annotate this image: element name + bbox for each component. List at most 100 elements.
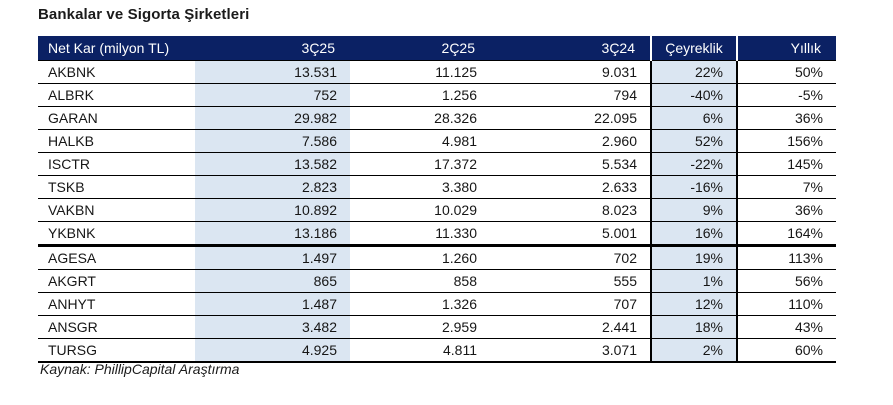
ticker-cell: TURSG: [38, 338, 195, 363]
value-2c25: 1.326: [350, 292, 490, 316]
value-2c25: 10.029: [350, 198, 490, 222]
value-yoy: 113%: [736, 244, 836, 270]
value-qoq: 19%: [650, 244, 737, 270]
value-qoq: 6%: [650, 106, 737, 130]
value-qoq: 2%: [650, 338, 737, 363]
ticker-cell: ISCTR: [38, 152, 195, 176]
header-ceyreklik: Çeyreklik: [650, 36, 737, 61]
value-qoq: -22%: [650, 152, 737, 176]
ticker-cell: HALKB: [38, 129, 195, 153]
table-row: AGESA 1.497 1.260 702 19% 113%: [38, 244, 836, 270]
value-2c25: 1.260: [350, 244, 490, 270]
ticker-cell: YKBNK: [38, 221, 195, 246]
value-3c25: 3.482: [195, 315, 350, 339]
ticker-cell: AKBNK: [38, 60, 195, 84]
header-3c24: 3Ç24: [490, 36, 651, 61]
value-2c25: 3.380: [350, 175, 490, 199]
table-header: Net Kar (milyon TL) 3Ç25 2Ç25 3Ç24 Çeyre…: [38, 36, 836, 61]
value-3c24: 794: [490, 83, 651, 107]
value-3c24: 555: [490, 269, 651, 293]
value-yoy: 36%: [736, 106, 836, 130]
header-row: Net Kar (milyon TL) 3Ç25 2Ç25 3Ç24 Çeyre…: [38, 36, 836, 61]
value-qoq: 18%: [650, 315, 737, 339]
value-3c25: 752: [195, 83, 350, 107]
value-3c25: 2.823: [195, 175, 350, 199]
value-3c24: 9.031: [490, 60, 651, 84]
value-yoy: 156%: [736, 129, 836, 153]
page-title: Bankalar ve Sigorta Şirketleri: [38, 6, 250, 23]
value-3c25: 29.982: [195, 106, 350, 130]
ticker-cell: ANHYT: [38, 292, 195, 316]
header-yillik: Yıllık: [736, 36, 836, 61]
value-3c24: 702: [490, 244, 651, 270]
table-row: TSKB 2.823 3.380 2.633 -16% 7%: [38, 175, 836, 199]
value-3c25: 1.487: [195, 292, 350, 316]
source-note: Kaynak: PhillipCapital Araştırma: [40, 361, 240, 377]
value-yoy: 110%: [736, 292, 836, 316]
table-row: AKBNK 13.531 11.125 9.031 22% 50%: [38, 60, 836, 84]
value-3c24: 8.023: [490, 198, 651, 222]
value-3c25: 10.892: [195, 198, 350, 222]
ticker-cell: ANSGR: [38, 315, 195, 339]
value-qoq: 22%: [650, 60, 737, 84]
table-row: GARAN 29.982 28.326 22.095 6% 36%: [38, 106, 836, 130]
ticker-cell: AGESA: [38, 244, 195, 270]
value-yoy: 145%: [736, 152, 836, 176]
value-qoq: 12%: [650, 292, 737, 316]
header-2c25: 2Ç25: [350, 36, 490, 61]
value-qoq: -40%: [650, 83, 737, 107]
table-body: AKBNK 13.531 11.125 9.031 22% 50% ALBRK 752 1.25…: [38, 60, 836, 363]
value-3c24: 3.071: [490, 338, 651, 363]
value-3c24: 22.095: [490, 106, 651, 130]
value-qoq: 9%: [650, 198, 737, 222]
value-qoq: 16%: [650, 221, 737, 246]
value-2c25: 4.811: [350, 338, 490, 363]
table-row: ISCTR 13.582 17.372 5.534 -22% 145%: [38, 152, 836, 176]
value-3c24: 2.633: [490, 175, 651, 199]
value-yoy: -5%: [736, 83, 836, 107]
value-2c25: 17.372: [350, 152, 490, 176]
value-yoy: 56%: [736, 269, 836, 293]
value-yoy: 60%: [736, 338, 836, 363]
value-3c25: 7.586: [195, 129, 350, 153]
ticker-cell: AKGRT: [38, 269, 195, 293]
value-3c25: 4.925: [195, 338, 350, 363]
ticker-cell: VAKBN: [38, 198, 195, 222]
value-2c25: 11.330: [350, 221, 490, 246]
value-2c25: 858: [350, 269, 490, 293]
value-2c25: 4.981: [350, 129, 490, 153]
value-3c24: 2.441: [490, 315, 651, 339]
table-row: ALBRK 752 1.256 794 -40% -5%: [38, 83, 836, 107]
table-row: HALKB 7.586 4.981 2.960 52% 156%: [38, 129, 836, 153]
value-yoy: 43%: [736, 315, 836, 339]
value-3c25: 865: [195, 269, 350, 293]
ticker-cell: TSKB: [38, 175, 195, 199]
value-3c24: 2.960: [490, 129, 651, 153]
value-qoq: 1%: [650, 269, 737, 293]
value-yoy: 50%: [736, 60, 836, 84]
value-qoq: -16%: [650, 175, 737, 199]
value-qoq: 52%: [650, 129, 737, 153]
table-row: TURSG 4.925 4.811 3.071 2% 60%: [38, 338, 836, 363]
value-2c25: 11.125: [350, 60, 490, 84]
value-3c25: 13.531: [195, 60, 350, 84]
table-row: YKBNK 13.186 11.330 5.001 16% 164%: [38, 221, 836, 246]
value-2c25: 1.256: [350, 83, 490, 107]
value-yoy: 36%: [736, 198, 836, 222]
table-row: ANHYT 1.487 1.326 707 12% 110%: [38, 292, 836, 316]
value-2c25: 2.959: [350, 315, 490, 339]
value-3c25: 13.582: [195, 152, 350, 176]
table-row: VAKBN 10.892 10.029 8.023 9% 36%: [38, 198, 836, 222]
header-3c25: 3Ç25: [195, 36, 350, 61]
table-row: ANSGR 3.482 2.959 2.441 18% 43%: [38, 315, 836, 339]
ticker-cell: ALBRK: [38, 83, 195, 107]
ticker-cell: GARAN: [38, 106, 195, 130]
net-profit-table: Net Kar (milyon TL) 3Ç25 2Ç25 3Ç24 Çeyre…: [38, 36, 836, 363]
table-row: AKGRT 865 858 555 1% 56%: [38, 269, 836, 293]
value-yoy: 164%: [736, 221, 836, 246]
value-3c25: 1.497: [195, 244, 350, 270]
value-3c24: 707: [490, 292, 651, 316]
value-3c25: 13.186: [195, 221, 350, 246]
value-yoy: 7%: [736, 175, 836, 199]
